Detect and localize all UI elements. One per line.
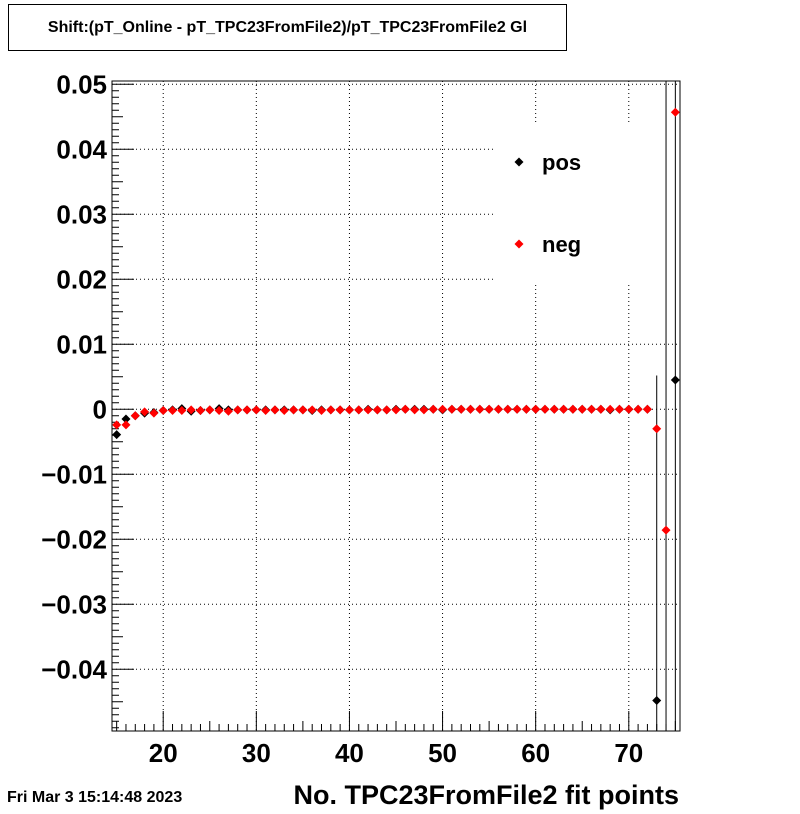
data-point-neg — [317, 406, 327, 416]
data-point-neg — [177, 406, 187, 416]
data-point-neg — [587, 404, 597, 414]
data-point-neg — [465, 404, 475, 414]
data-point-neg — [614, 404, 624, 414]
data-point-neg — [242, 405, 252, 415]
y-tick-label: 0.01 — [56, 329, 107, 359]
x-axis-label: No. TPC23FromFile2 fit points — [293, 780, 679, 810]
data-point-neg — [642, 404, 652, 414]
data-point-neg — [540, 404, 550, 414]
data-point-neg — [447, 404, 457, 414]
data-point-neg — [484, 404, 494, 414]
legend-marker-pos — [514, 157, 524, 167]
data-point-neg — [168, 406, 178, 416]
data-point-neg — [279, 406, 289, 416]
legend-box — [496, 122, 680, 284]
y-tick-label: 0.03 — [56, 199, 107, 229]
data-point-neg — [512, 404, 522, 414]
data-point-neg — [568, 404, 578, 414]
data-point-neg — [307, 405, 317, 415]
x-tick-label: 60 — [521, 738, 550, 768]
y-tick-label: −0.02 — [41, 524, 107, 554]
data-point-neg — [577, 404, 587, 414]
data-point-neg — [195, 406, 205, 416]
data-point-neg — [233, 405, 243, 415]
chart-title: Shift:(pT_Online - pT_TPC23FromFile2)/pT… — [8, 4, 567, 51]
data-point-neg — [112, 420, 122, 430]
data-point-neg — [344, 405, 354, 415]
data-point-neg — [121, 420, 131, 430]
data-point-neg — [652, 424, 662, 434]
data-point-neg — [298, 405, 308, 415]
data-point-neg — [372, 405, 382, 415]
data-point-pos — [652, 695, 662, 705]
data-point-neg — [130, 411, 140, 421]
y-tick-label: 0.05 — [56, 69, 107, 99]
data-point-neg — [410, 405, 420, 415]
y-tick-label: 0 — [93, 394, 107, 424]
data-point-neg — [140, 407, 150, 417]
data-point-pos — [670, 375, 680, 385]
data-point-neg — [261, 406, 271, 416]
data-point-neg — [214, 406, 224, 416]
data-point-neg — [363, 405, 373, 415]
data-point-neg — [531, 404, 541, 414]
data-point-neg — [335, 405, 345, 415]
y-tick-label: 0.04 — [56, 134, 107, 164]
data-point-neg — [661, 525, 671, 535]
data-point-neg — [354, 405, 364, 415]
legend-marker-neg — [514, 239, 524, 249]
data-point-neg — [624, 404, 634, 414]
data-point-neg — [438, 404, 448, 414]
data-point-neg — [419, 405, 429, 415]
data-point-neg — [326, 405, 336, 415]
data-point-neg — [521, 404, 531, 414]
y-tick-label: −0.04 — [41, 654, 107, 684]
legend-label-neg: neg — [542, 232, 581, 257]
x-tick-label: 70 — [614, 738, 643, 768]
data-point-neg — [391, 405, 401, 415]
data-point-neg — [270, 405, 280, 415]
data-point-neg — [475, 404, 485, 414]
data-point-neg — [633, 404, 643, 414]
data-point-neg — [149, 408, 159, 418]
plot-frame — [111, 80, 681, 732]
data-point-neg — [503, 404, 513, 414]
date-stamp: Fri Mar 3 15:14:48 2023 — [7, 789, 183, 806]
y-tick-label: −0.01 — [41, 459, 107, 489]
data-point-neg — [400, 404, 410, 414]
data-point-pos — [112, 430, 122, 440]
data-point-neg — [251, 405, 261, 415]
data-point-neg — [223, 406, 233, 416]
data-point-neg — [559, 404, 569, 414]
data-point-neg — [186, 405, 196, 415]
data-point-neg — [289, 405, 299, 415]
x-tick-label: 40 — [335, 738, 364, 768]
x-tick-label: 30 — [242, 738, 271, 768]
x-tick-label: 20 — [149, 738, 178, 768]
y-tick-label: −0.03 — [41, 589, 107, 619]
data-point-neg — [549, 404, 559, 414]
data-point-neg — [596, 404, 606, 414]
data-point-pos — [121, 414, 131, 424]
data-point-neg — [205, 405, 215, 415]
legend-label-pos: pos — [542, 150, 581, 175]
data-point-neg — [493, 404, 503, 414]
data-point-neg — [670, 107, 680, 117]
data-point-neg — [605, 404, 615, 414]
y-tick-label: 0.02 — [56, 264, 107, 294]
data-point-neg — [428, 404, 438, 414]
data-point-neg — [158, 406, 168, 416]
data-point-neg — [382, 405, 392, 415]
data-point-neg — [456, 404, 466, 414]
x-tick-label: 50 — [428, 738, 457, 768]
